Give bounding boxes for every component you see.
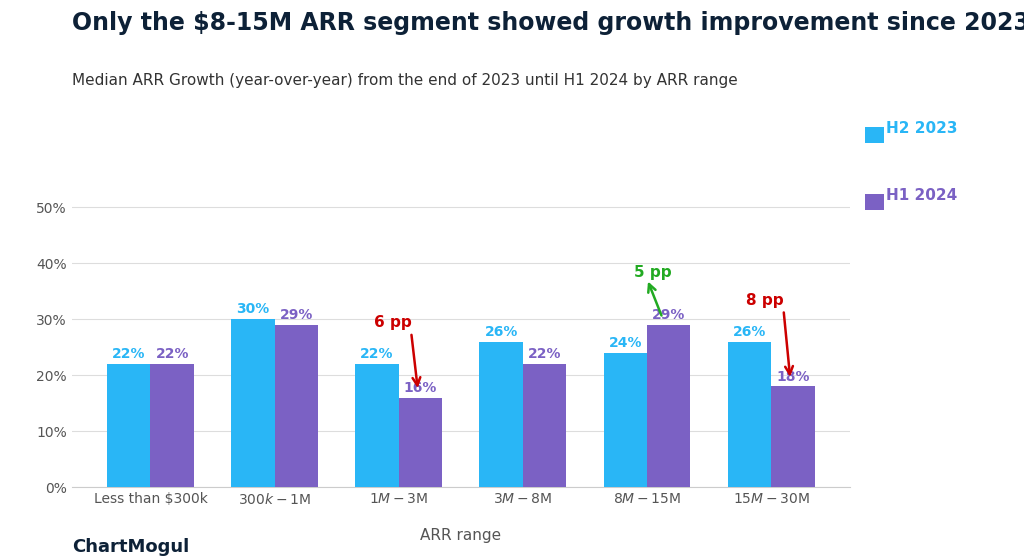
- Bar: [355, 364, 398, 487]
- Text: 5 pp: 5 pp: [635, 265, 672, 280]
- Text: 22%: 22%: [360, 347, 394, 361]
- Bar: [231, 319, 274, 487]
- Bar: [274, 325, 318, 487]
- Text: H1 2024: H1 2024: [886, 189, 957, 203]
- Bar: [151, 364, 194, 487]
- Text: 22%: 22%: [156, 347, 189, 361]
- Text: ChartMogul: ChartMogul: [72, 538, 189, 556]
- Text: ARR range: ARR range: [420, 528, 502, 543]
- Text: Only the $8-15M ARR segment showed growth improvement since 2023: Only the $8-15M ARR segment showed growt…: [72, 11, 1024, 35]
- Text: 18%: 18%: [776, 370, 810, 384]
- Bar: [647, 325, 690, 487]
- Text: 6 pp: 6 pp: [374, 315, 412, 330]
- Text: 29%: 29%: [652, 308, 685, 322]
- Text: H2 2023: H2 2023: [886, 122, 957, 136]
- Text: 8 pp: 8 pp: [746, 293, 783, 308]
- Bar: [108, 364, 151, 487]
- Text: 22%: 22%: [112, 347, 145, 361]
- Text: 30%: 30%: [237, 302, 269, 316]
- Text: 24%: 24%: [608, 336, 642, 350]
- Bar: [603, 353, 647, 487]
- Text: 26%: 26%: [733, 325, 766, 339]
- Bar: [728, 342, 771, 487]
- Text: Median ARR Growth (year-over-year) from the end of 2023 until H1 2024 by ARR ran: Median ARR Growth (year-over-year) from …: [72, 73, 737, 88]
- Text: 22%: 22%: [527, 347, 561, 361]
- Text: 16%: 16%: [403, 381, 437, 395]
- Text: 26%: 26%: [484, 325, 518, 339]
- Bar: [398, 398, 442, 487]
- Text: 29%: 29%: [280, 308, 313, 322]
- Bar: [523, 364, 566, 487]
- Bar: [771, 386, 814, 487]
- Bar: [479, 342, 523, 487]
